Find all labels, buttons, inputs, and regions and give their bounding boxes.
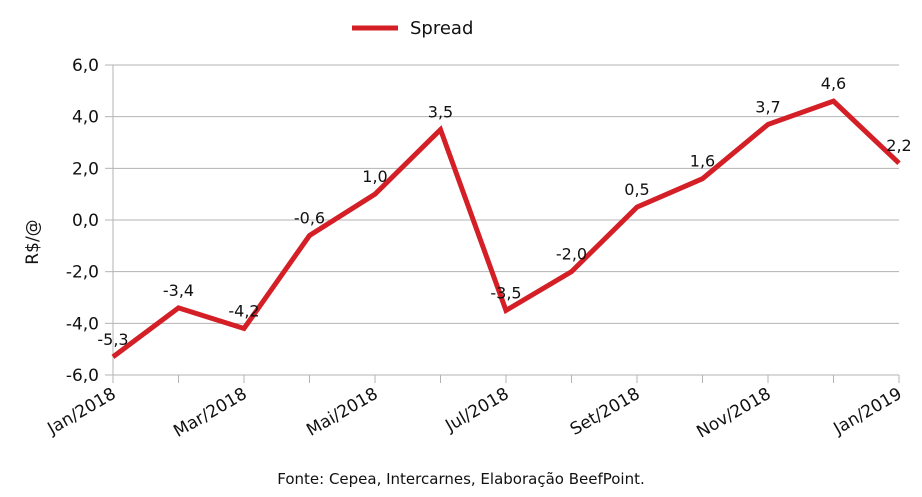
data-label: -3,4: [163, 281, 194, 300]
y-tick-label: 0,0: [72, 211, 99, 231]
y-tick-label: 2,0: [72, 159, 99, 179]
y-axis-title: R$/@: [23, 219, 43, 264]
source-note: Fonte: Cepea, Intercarnes, Elaboração Be…: [277, 470, 645, 488]
data-label: -4,2: [228, 302, 259, 321]
x-tick-label: Set/2018: [567, 384, 644, 440]
data-label: 0,5: [624, 180, 649, 199]
data-label: 1,6: [690, 152, 715, 171]
x-tick-label: Jan/2018: [44, 384, 120, 439]
data-label: 3,5: [428, 103, 453, 122]
data-label: 2,2: [886, 136, 911, 155]
data-label: 1,0: [362, 167, 387, 186]
legend-label-spread: Spread: [410, 18, 473, 39]
x-tick-label: Nov/2018: [693, 384, 774, 442]
data-label: -2,0: [556, 245, 587, 264]
data-label: -5,3: [97, 330, 128, 349]
series-line-spread: [111, 98, 901, 359]
y-tick-label: -6,0: [66, 366, 99, 386]
data-label: 4,6: [821, 74, 846, 93]
x-tick-label: Jul/2018: [441, 384, 512, 437]
x-tick-label: Jan/2019: [830, 384, 906, 439]
data-label: -3,5: [490, 283, 521, 302]
data-label: 3,7: [755, 97, 780, 116]
x-tick-label: Mai/2018: [303, 384, 381, 441]
y-tick-label: 6,0: [72, 56, 99, 76]
y-tick-label: -4,0: [66, 314, 99, 334]
data-label: -0,6: [294, 209, 325, 228]
x-tick-label: Mar/2018: [170, 384, 250, 442]
y-tick-label: 4,0: [72, 108, 99, 128]
y-tick-label: -2,0: [66, 263, 99, 283]
